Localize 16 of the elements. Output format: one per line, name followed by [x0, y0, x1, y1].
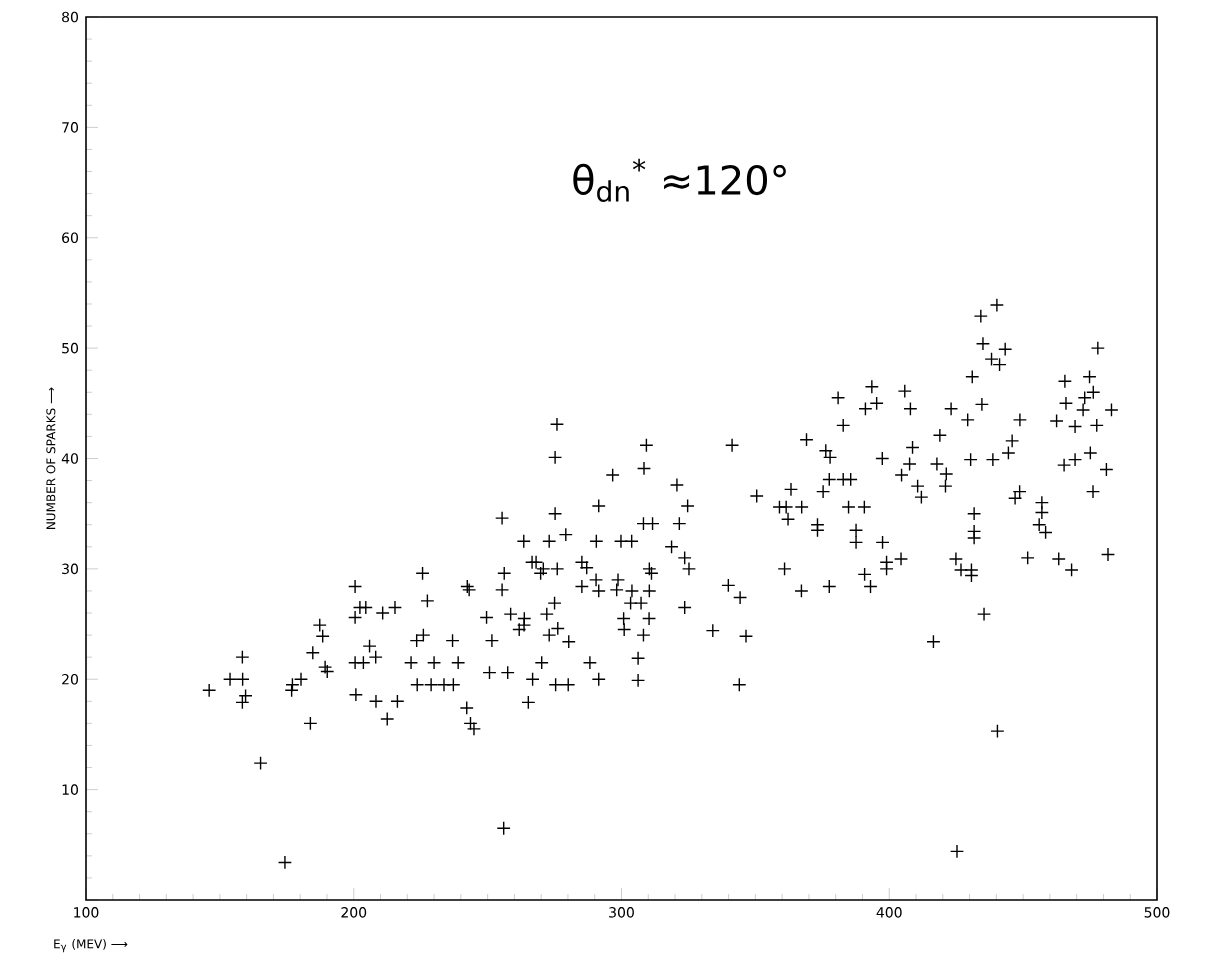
y-tick-label: 50 — [62, 342, 78, 354]
x-tick-label: 100 — [74, 907, 99, 918]
y-tick-label: 60 — [62, 232, 78, 244]
x-axis-title: E$_{γ}$ (MEV) ⟶ — [54, 939, 128, 953]
x-tick-label: 400 — [876, 907, 902, 918]
y-tick-label: 10 — [62, 784, 78, 795]
y-tick-label: 70 — [62, 122, 78, 133]
x-tick-label: 300 — [609, 907, 634, 918]
y-tick-label: 20 — [62, 673, 78, 685]
x-tick-label: 500 — [1144, 907, 1170, 918]
annotation: θ$_{dn}$$^{*}$ ≈120° — [573, 158, 786, 202]
y-tick-label: 80 — [62, 11, 78, 23]
x-tick-label: 200 — [341, 907, 367, 918]
y-tick-label: 30 — [62, 563, 78, 575]
y-axis-title: NUMBER OF SPARKS ⟶ — [46, 387, 56, 529]
y-tick-label: 40 — [61, 453, 78, 464]
